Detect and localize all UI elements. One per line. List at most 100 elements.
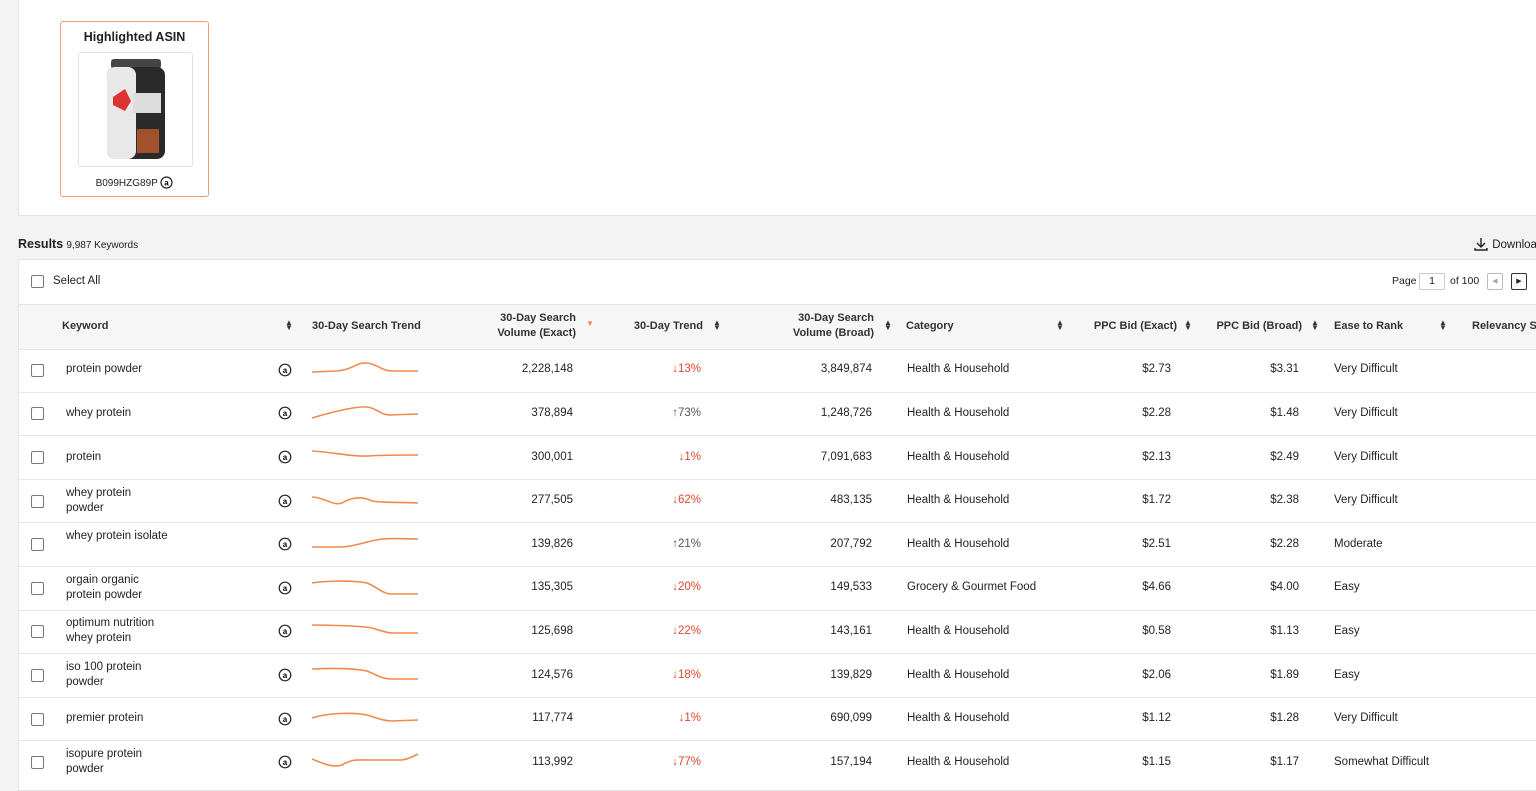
amazon-icon[interactable]: a	[278, 537, 292, 551]
keyword: iso 100 protein powder	[66, 661, 142, 688]
svg-text:a: a	[283, 627, 288, 636]
keyword: protein	[66, 450, 102, 463]
sort-icon[interactable]: ▲ ▼	[1056, 318, 1064, 332]
amazon-icon[interactable]: a	[278, 406, 292, 420]
row-divider	[19, 740, 1536, 742]
ease-to-rank: Somewhat Difficult	[1334, 755, 1430, 768]
column-header: PPC Bid (Exact)	[1093, 320, 1177, 332]
row-checkbox[interactable]	[31, 363, 44, 377]
row-divider	[19, 478, 1536, 480]
table-header: Keyword ▲ ▼ 30-Day Search Trend 30-Day Searc…	[19, 304, 1536, 350]
search-volume-exact: 113,992	[532, 755, 573, 768]
trend-change: ↓18%	[672, 668, 701, 681]
sparkline	[312, 537, 419, 548]
svg-text:a: a	[283, 453, 288, 462]
amazon-icon[interactable]: a	[278, 494, 292, 508]
sort-icon[interactable]: ▲ ▼	[1184, 318, 1192, 332]
trend-change: ↓1%	[678, 450, 701, 463]
svg-text:a: a	[283, 366, 288, 375]
row-divider	[19, 566, 1536, 567]
search-volume-exact: 125,698	[531, 624, 573, 637]
ease-to-rank: Very Difficult	[1334, 712, 1398, 725]
amazon-icon[interactable]: a	[278, 668, 292, 682]
search-volume-broad: 3,849,874	[820, 363, 872, 376]
sort-icon[interactable]: ▲ ▼	[285, 318, 293, 332]
amazon-icon[interactable]: a	[278, 755, 292, 769]
ppc-bid-broad: $1.48	[1270, 406, 1299, 419]
keyword: optimum nutrition whey protein	[66, 617, 155, 645]
row-divider	[19, 435, 1536, 437]
category: Health & Household	[907, 668, 1010, 681]
row-checkbox[interactable]	[31, 538, 44, 552]
ppc-bid-exact: $1.15	[1142, 755, 1171, 768]
search-volume-exact: 378,894	[531, 406, 573, 419]
keyword: protein powder	[66, 363, 143, 376]
row-checkbox[interactable]	[31, 494, 44, 508]
category: Health & Household	[907, 712, 1010, 725]
ppc-bid-broad: $1.89	[1270, 668, 1299, 681]
sort-icon[interactable]: ▼	[586, 319, 594, 328]
row-divider	[19, 391, 1536, 393]
next-page[interactable]: ▶	[1511, 273, 1527, 290]
column-header: Relevancy Score	[1472, 320, 1536, 332]
category: Health & Household	[907, 406, 1010, 419]
sparkline	[312, 495, 419, 505]
ease-to-rank: Very Difficult	[1334, 406, 1398, 419]
page-label: Page	[1392, 275, 1417, 287]
row-checkbox[interactable]	[31, 581, 44, 595]
search-volume-broad: 149,533	[830, 581, 872, 594]
column-header: PPC Bid (Broad)	[1216, 320, 1302, 332]
row-checkbox[interactable]	[31, 407, 44, 421]
row-divider	[19, 609, 1536, 611]
download-button[interactable]: Download	[1473, 236, 1536, 252]
select-all-checkbox[interactable]	[31, 275, 44, 288]
trend-change: ↓1%	[678, 712, 701, 725]
download-label: Download	[1492, 239, 1536, 251]
trend-change: ↓20%	[672, 581, 701, 594]
amazon-icon[interactable]: a	[278, 624, 292, 638]
amazon-icon[interactable]: a	[278, 363, 292, 377]
ease-to-rank: Very Difficult	[1334, 450, 1398, 463]
amazon-icon[interactable]: a	[278, 450, 292, 464]
row-checkbox[interactable]	[31, 712, 44, 726]
column-header: 30-Day Search Volume (Exact)	[497, 312, 576, 339]
svg-text:a: a	[283, 584, 288, 593]
results-table: Select All Page 1 of 100 ◀ ▶ Keyword ▲ ▼ 30…	[18, 259, 1536, 791]
results-count: 9,987 Keywords	[66, 240, 139, 251]
sparkline	[312, 406, 419, 420]
sort-icon[interactable]: ▲ ▼	[1311, 318, 1319, 332]
search-volume-broad: 139,829	[830, 668, 872, 681]
search-volume-exact: 135,305	[531, 581, 573, 594]
amazon-icon[interactable]: a	[160, 176, 174, 189]
sort-icon[interactable]: ▲ ▼	[884, 318, 892, 332]
asin-card[interactable]: Highlighted ASIN B099HZG89P a	[60, 21, 209, 197]
row-checkbox[interactable]	[31, 625, 44, 639]
ppc-bid-broad: $2.38	[1270, 494, 1299, 507]
category: Health & Household	[907, 624, 1010, 637]
search-volume-broad: 483,135	[830, 494, 872, 507]
svg-text:a: a	[283, 540, 288, 549]
column-header: 30-Day Search Volume (Broad)	[792, 312, 874, 339]
sparkline	[312, 450, 419, 457]
ease-to-rank: Very Difficult	[1334, 363, 1398, 376]
ppc-bid-exact: $2.06	[1142, 668, 1171, 681]
sort-icon[interactable]: ▲ ▼	[1439, 318, 1447, 332]
amazon-icon[interactable]: a	[278, 581, 292, 595]
search-volume-broad: 1,248,726	[820, 406, 872, 419]
prev-page[interactable]: ◀	[1487, 273, 1503, 290]
sort-icon[interactable]: ▲ ▼	[713, 318, 721, 332]
ppc-bid-exact: $2.73	[1142, 363, 1171, 376]
row-checkbox[interactable]	[31, 756, 44, 770]
trend-change: ↓22%	[672, 624, 701, 637]
column-header: Category	[906, 320, 954, 332]
ppc-bid-broad: $1.13	[1270, 624, 1299, 637]
row-checkbox[interactable]	[31, 451, 44, 464]
search-volume-exact: 124,576	[531, 668, 573, 681]
select-all-label: Select All	[53, 275, 101, 287]
ppc-bid-exact: $0.58	[1142, 624, 1171, 637]
ppc-bid-exact: $2.13	[1142, 450, 1171, 463]
page-input[interactable]: 1	[1419, 273, 1445, 290]
amazon-icon[interactable]: a	[278, 712, 292, 726]
row-checkbox[interactable]	[31, 669, 44, 682]
product-image	[78, 52, 193, 167]
